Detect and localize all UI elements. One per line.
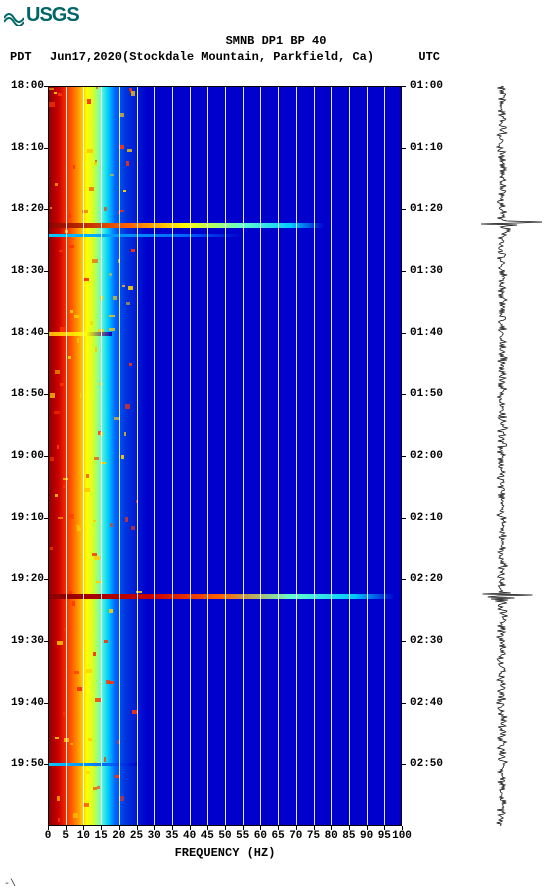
right-tick-label: 01:10 — [406, 142, 450, 154]
left-tick-label: 19:10 — [0, 512, 46, 524]
x-tick-label: 30 — [148, 830, 161, 842]
right-tick-label: 01:30 — [406, 265, 450, 277]
left-tz-label: PDT — [10, 50, 32, 64]
right-tick-label: 02:10 — [406, 512, 450, 524]
left-tick-label: 19:50 — [0, 758, 46, 770]
left-tick-label: 19:40 — [0, 697, 46, 709]
date-location: Jun17,2020(Stockdale Mountain, Parkfield… — [50, 50, 374, 64]
left-tick-label: 18:30 — [0, 265, 46, 277]
logo-text: USGS — [26, 4, 79, 26]
right-tick-label: 02:50 — [406, 758, 450, 770]
x-axis-label: FREQUENCY (HZ) — [48, 846, 402, 860]
right-tick-label: 01:50 — [406, 388, 450, 400]
right-tick-label: 01:00 — [406, 80, 450, 92]
x-tick-label: 0 — [45, 830, 52, 842]
x-tick-label: 65 — [271, 830, 284, 842]
left-tick-label: 19:30 — [0, 635, 46, 647]
x-tick-label: 70 — [289, 830, 302, 842]
x-tick-label: 90 — [360, 830, 373, 842]
x-tick-label: 60 — [254, 830, 267, 842]
left-tick-label: 18:00 — [0, 80, 46, 92]
x-tick-label: 80 — [325, 830, 338, 842]
x-tick-label: 85 — [342, 830, 355, 842]
left-tick-label: 18:50 — [0, 388, 46, 400]
x-tick-label: 15 — [94, 830, 107, 842]
x-tick-label: 45 — [201, 830, 214, 842]
x-tick-label: 50 — [218, 830, 231, 842]
left-tick-label: 18:20 — [0, 203, 46, 215]
left-tick-label: 18:10 — [0, 142, 46, 154]
left-tick-label: 18:40 — [0, 327, 46, 339]
right-tick-label: 02:20 — [406, 573, 450, 585]
right-tick-label: 02:30 — [406, 635, 450, 647]
usgs-logo: USGS — [4, 4, 79, 27]
seismogram-trace — [462, 86, 542, 826]
right-tick-label: 02:40 — [406, 697, 450, 709]
x-tick-label: 40 — [183, 830, 196, 842]
x-tick-label: 75 — [307, 830, 320, 842]
left-time-axis: 18:0018:1018:2018:3018:4018:5019:0019:10… — [0, 86, 46, 826]
right-tick-label: 02:00 — [406, 450, 450, 462]
x-tick-label: 25 — [130, 830, 143, 842]
chart-title: SMNB DP1 BP 40 — [0, 34, 552, 48]
left-tick-label: 19:00 — [0, 450, 46, 462]
x-tick-label: 95 — [378, 830, 391, 842]
right-tick-label: 01:20 — [406, 203, 450, 215]
x-tick-label: 20 — [112, 830, 125, 842]
right-time-axis: 01:0001:1001:2001:3001:4001:5002:0002:10… — [406, 86, 450, 826]
x-tick-label: 55 — [236, 830, 249, 842]
left-tick-label: 19:20 — [0, 573, 46, 585]
logo-wave-icon — [4, 9, 24, 23]
x-tick-label: 35 — [165, 830, 178, 842]
right-tick-label: 01:40 — [406, 327, 450, 339]
right-tz-label: UTC — [418, 50, 440, 64]
x-tick-label: 100 — [392, 830, 412, 842]
footer-mark: -\ — [4, 879, 16, 890]
x-tick-label: 10 — [77, 830, 90, 842]
x-tick-label: 5 — [62, 830, 69, 842]
spectrogram-plot — [48, 86, 402, 826]
